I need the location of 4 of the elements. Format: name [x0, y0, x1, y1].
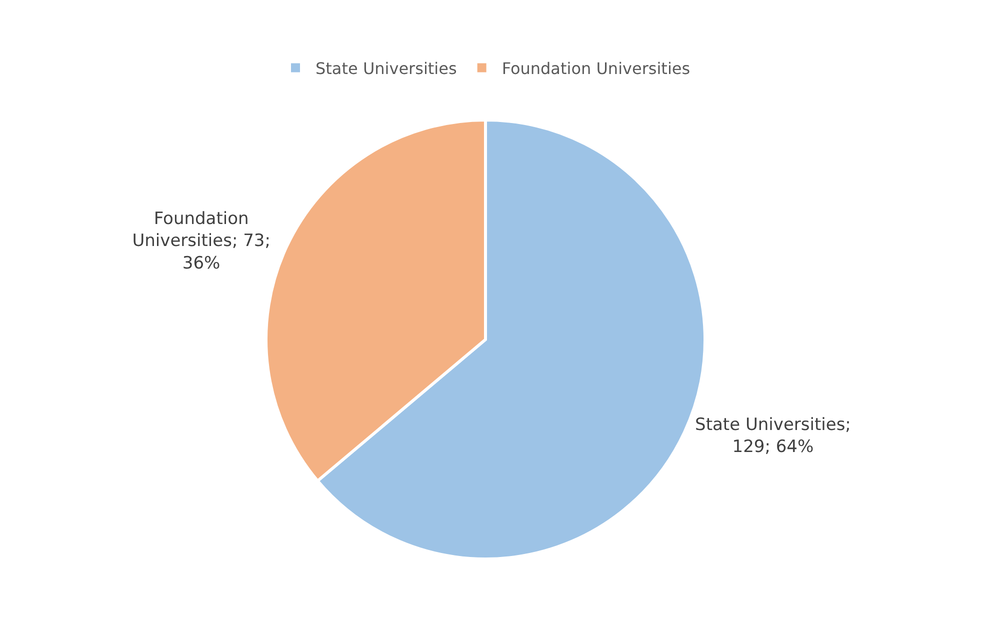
legend-label: State Universities	[316, 59, 457, 78]
legend-label: Foundation Universities	[502, 59, 690, 78]
data-label: Foundation Universities; 73; 36%	[132, 209, 270, 274]
data-label: State Universities; 129; 64%	[695, 414, 851, 457]
